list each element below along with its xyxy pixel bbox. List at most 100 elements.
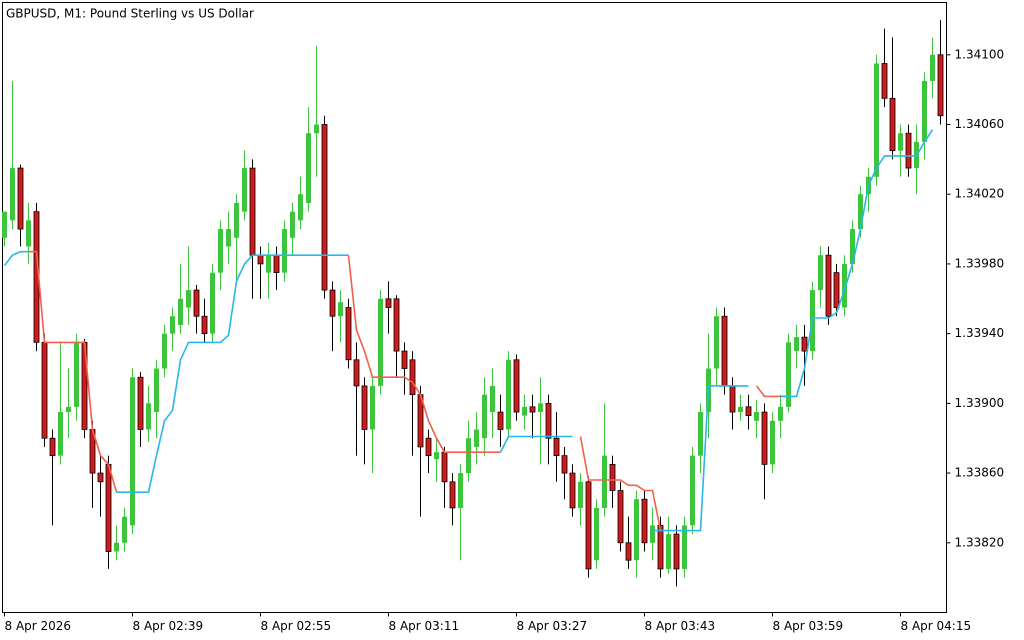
candle-body xyxy=(641,498,648,544)
candle-body xyxy=(553,437,560,457)
x-tick-label: 8 Apr 03:27 xyxy=(517,619,588,633)
candle-body xyxy=(17,167,24,230)
candle-body xyxy=(714,316,719,369)
candle-body xyxy=(466,438,471,474)
y-tick-label: 1.33860 xyxy=(955,466,1005,480)
candle-body xyxy=(594,507,599,561)
candle-body xyxy=(266,255,271,273)
candle-body xyxy=(578,481,583,508)
candle-body xyxy=(74,342,79,407)
candle-body xyxy=(818,255,823,291)
candle-body xyxy=(298,194,303,221)
candle-body xyxy=(66,406,71,413)
candle-body xyxy=(273,254,280,274)
candle-body xyxy=(690,455,695,526)
candle-body xyxy=(130,377,135,526)
candle-body xyxy=(114,542,119,552)
candle-body xyxy=(321,124,328,291)
candle-body xyxy=(497,411,504,430)
candle-body xyxy=(490,385,495,413)
candle-body xyxy=(361,385,368,430)
candle-body xyxy=(409,359,416,396)
candle-body xyxy=(49,437,56,457)
candle-body xyxy=(385,298,392,308)
x-tick-label: 8 Apr 04:15 xyxy=(901,619,972,633)
candle-body xyxy=(506,359,511,430)
indicator-line xyxy=(3,129,934,532)
candle-body xyxy=(858,194,863,230)
candle-body xyxy=(26,220,31,247)
candle-body xyxy=(881,63,888,99)
candle-body xyxy=(249,167,256,256)
candle-body xyxy=(434,452,439,460)
plot-frame xyxy=(2,2,947,613)
candle-body xyxy=(170,316,175,334)
candle-body xyxy=(242,168,247,212)
candle-body xyxy=(602,455,607,508)
candle-body xyxy=(729,385,736,413)
candle-body xyxy=(162,333,167,369)
candle-body xyxy=(378,298,383,386)
candle-body xyxy=(513,359,520,413)
candle-body xyxy=(306,133,311,203)
candle-body xyxy=(738,406,743,413)
candle-body xyxy=(10,168,15,221)
candle-body xyxy=(370,385,375,430)
candle-body xyxy=(105,463,112,552)
candle-body xyxy=(393,298,400,352)
candle-body xyxy=(329,289,336,317)
candle-body xyxy=(874,63,879,177)
candle-body xyxy=(770,420,775,465)
y-tick-label: 1.34100 xyxy=(955,47,1005,61)
candle-body xyxy=(842,263,847,308)
candle-body xyxy=(449,481,456,509)
candle-body xyxy=(850,229,855,264)
candle-body xyxy=(778,406,783,421)
candle-body xyxy=(137,376,144,430)
candle-body xyxy=(353,359,360,387)
candle-body xyxy=(609,463,616,491)
candle-body xyxy=(898,133,903,151)
candle-body xyxy=(922,80,927,142)
candle-body xyxy=(657,524,664,570)
candle-body xyxy=(930,54,935,81)
candle-body xyxy=(617,490,624,544)
candle-body xyxy=(2,211,7,238)
candle-body xyxy=(41,341,48,439)
candle-body xyxy=(937,54,944,117)
y-tick-label: 1.33900 xyxy=(955,396,1005,410)
candle-body xyxy=(338,302,343,317)
candle-body xyxy=(58,412,63,456)
candle-body xyxy=(585,481,592,570)
candle-body xyxy=(218,229,223,273)
candle-body xyxy=(786,342,791,407)
candle-body xyxy=(522,406,527,416)
candle-body xyxy=(673,533,680,570)
candle-body xyxy=(282,229,287,273)
candle-body xyxy=(186,290,191,308)
candle-body xyxy=(226,229,231,247)
candle-body xyxy=(425,437,432,457)
candle-body xyxy=(569,472,576,509)
candle-body xyxy=(482,394,487,439)
candle-body xyxy=(666,534,671,569)
candle-body xyxy=(761,411,768,465)
candle-body xyxy=(146,403,151,430)
candle-body xyxy=(754,412,759,421)
y-tick-label: 1.34020 xyxy=(955,187,1005,201)
candle-body xyxy=(698,412,703,456)
x-tick-label: 8 Apr 02:39 xyxy=(133,619,204,633)
candle-body xyxy=(97,472,104,483)
candle-body xyxy=(257,254,264,265)
y-tick-label: 1.33940 xyxy=(955,326,1005,340)
candle-body xyxy=(474,429,479,447)
candle-body xyxy=(721,315,728,387)
indicator-line xyxy=(28,250,789,531)
candle-body xyxy=(745,406,752,416)
candle-body xyxy=(889,97,896,152)
candle-body xyxy=(650,525,655,543)
candle-body xyxy=(401,350,408,369)
candle-body xyxy=(825,254,832,317)
x-tick-label: 8 Apr 03:11 xyxy=(389,619,460,633)
